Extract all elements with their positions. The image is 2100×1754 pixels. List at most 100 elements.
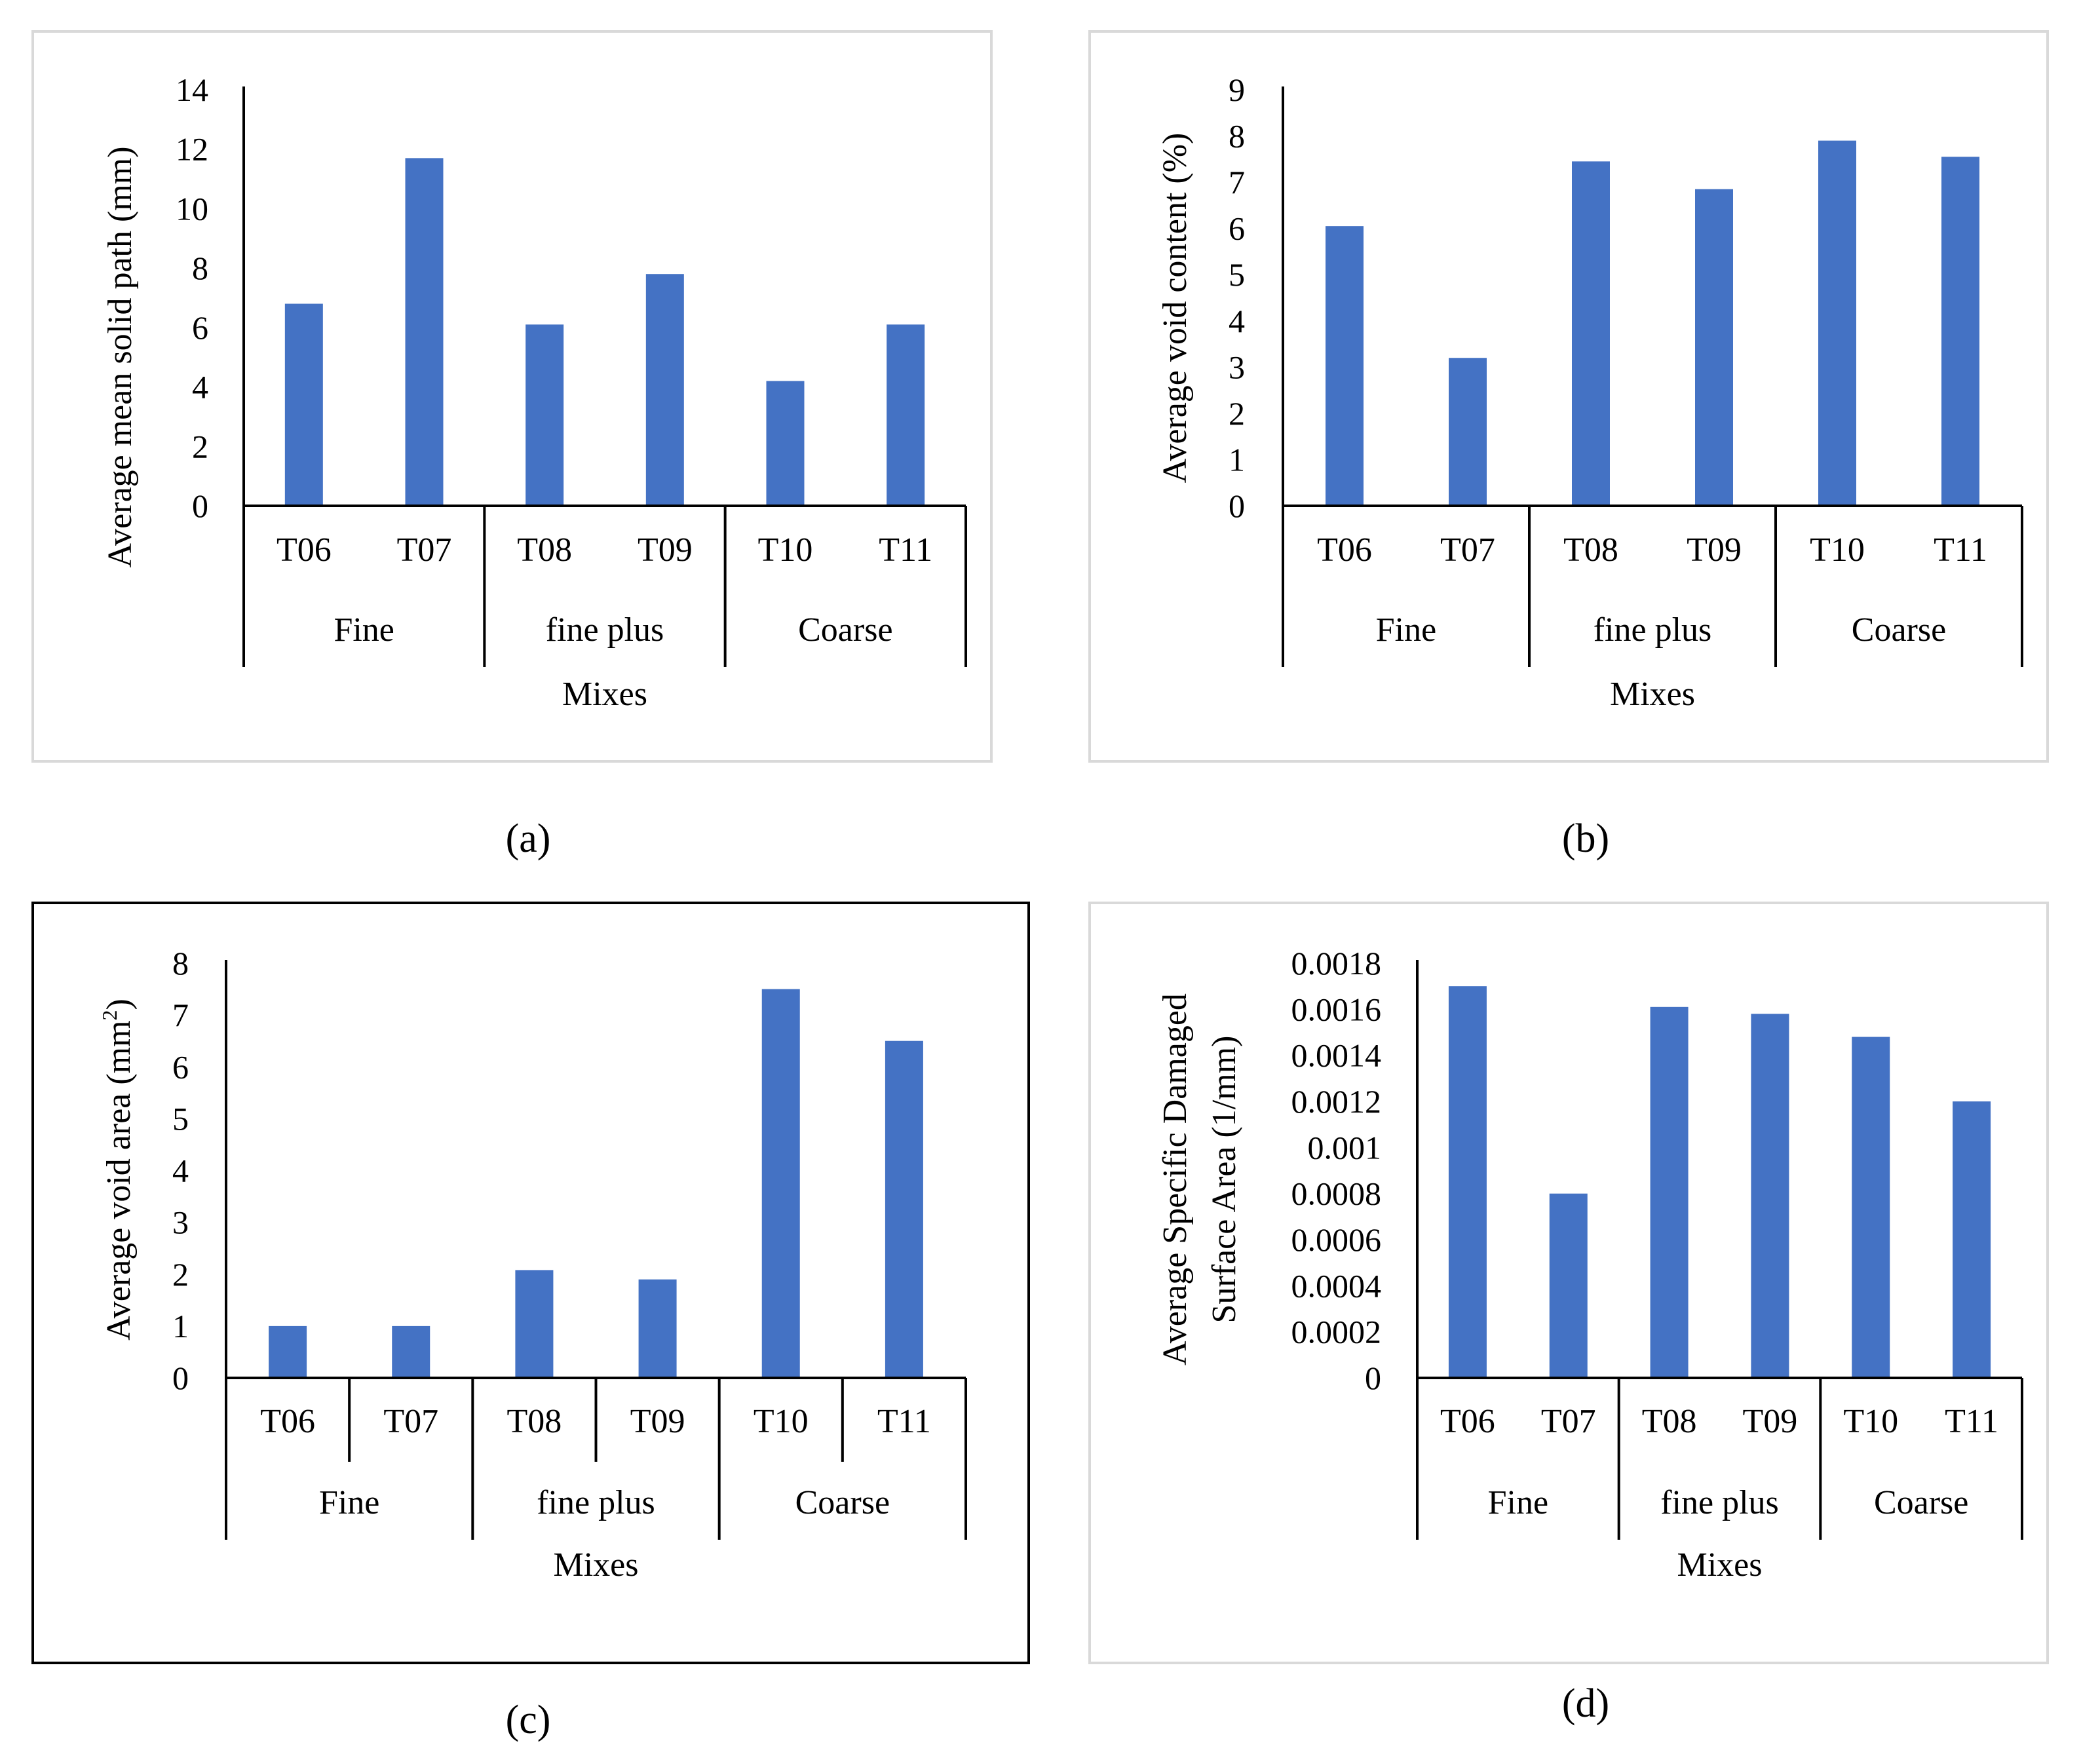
chart-a-ytick-label: 12 [176,131,208,168]
chart-c-y-axis-title-superscript: 2 [98,1010,121,1020]
chart-a-group-label: fine plus [546,611,664,649]
chart-c-ytick-label: 3 [172,1204,189,1241]
chart-a-x-axis-title: Mixes [562,676,647,713]
chart-c-ytick-label: 0 [172,1360,189,1396]
chart-d-bar-t11 [1953,1101,1991,1378]
chart-b: 0 1 2 3 4 5 6 7 8 9 T06 T07 T08 T09 T10 T11 Fine fine plu… [1088,30,2049,861]
chart-d: 0 0.0002 0.0004 0.0006 0.0008 0.001 0.0012 0.00… [1088,902,2049,1726]
chart-a-y-axis-title: Average mean solid path (mm) [102,146,139,567]
chart-a-bar-t07 [405,158,444,506]
chart-d-y-axis-title-line: Average Specific Damaged [1156,993,1194,1365]
chart-a-bar-t06 [284,303,323,506]
chart-c: 0 1 2 3 4 5 6 7 8 T06 T07 T08 T09 T10 T11 Fine fine plus… [31,902,1030,1742]
chart-c-ytick-label: 6 [172,1048,189,1085]
chart-c-group-label: Coarse [795,1484,890,1521]
chart-b-ytick-label: 5 [1229,256,1245,293]
chart-d-bar-t09 [1751,1014,1789,1378]
chart-d-category-label: T11 [1945,1403,1998,1440]
chart-a-ytick-label: 6 [192,309,208,346]
chart-c-ytick-label: 7 [172,997,189,1033]
chart-d-group-label: fine plus [1660,1484,1779,1521]
chart-d-ytick-label: 0.001 [1308,1129,1382,1166]
chart-b-ytick-label: 0 [1229,487,1245,524]
chart-d-bar-t06 [1448,986,1487,1378]
chart-c-ytick-label: 1 [172,1308,189,1344]
chart-a-ytick-label: 10 [176,190,208,227]
chart-b-caption: (b) [1562,816,1609,861]
chart-b-category-label: T11 [1934,531,1987,569]
chart-d-ytick-label: 0.0006 [1291,1221,1382,1258]
chart-b-group-label: Coarse [1852,611,1946,649]
chart-c-bar-t08 [515,1270,554,1378]
chart-b-y-axis-title: Average void content (%) [1156,133,1194,484]
chart-d-x-axis-title: Mixes [1677,1546,1763,1584]
chart-c-bar-t09 [638,1279,677,1378]
chart-a-category-label: T06 [277,531,332,569]
chart-c-category-label: T07 [383,1403,438,1440]
chart-d-category-label: T07 [1541,1403,1596,1440]
chart-c-category-label: T10 [754,1403,809,1440]
chart-a-bar-t09 [645,274,684,506]
chart-d-ytick-label: 0.0012 [1291,1083,1382,1120]
chart-a-frame [31,30,993,763]
chart-a-bar-t11 [887,324,925,506]
chart-d-ytick-label: 0.0004 [1291,1267,1382,1304]
chart-a: 0 2 4 6 8 10 12 14 T06 T07 T08 T09 T10 T11 Fine fine pl… [31,30,993,861]
chart-b-category-label: T10 [1810,531,1865,569]
chart-a-bar-t08 [525,324,564,506]
chart-c-group-label: fine plus [537,1484,655,1521]
chart-a-ytick-label: 14 [176,71,208,108]
chart-c-ytick-label: 8 [172,945,189,982]
chart-c-category-label: T09 [630,1403,685,1440]
chart-a-ytick-label: 0 [192,487,208,524]
chart-b-bar-t07 [1449,358,1487,506]
chart-d-caption: (d) [1562,1681,1609,1726]
chart-a-ytick-label: 8 [192,250,208,286]
chart-d-ytick-label: 0.0014 [1291,1037,1382,1074]
chart-c-ytick-label: 2 [172,1256,189,1293]
chart-d-group-label: Coarse [1874,1484,1968,1521]
chart-d-category-label: T10 [1843,1403,1898,1440]
chart-c-ytick-label: 5 [172,1100,189,1137]
chart-a-bar-t10 [766,381,805,506]
chart-b-frame [1088,30,2049,763]
chart-b-bar-t11 [1941,157,1979,506]
chart-d-group-label: Fine [1488,1484,1548,1521]
chart-d-category-label: T09 [1743,1403,1798,1440]
chart-b-ytick-label: 7 [1229,164,1245,200]
chart-c-ytick-label: 4 [172,1153,189,1189]
chart-c-bar-t10 [761,989,800,1378]
chart-c-category-label: T11 [877,1403,931,1440]
chart-b-bar-t08 [1572,161,1610,506]
chart-c-bar-t06 [269,1325,307,1378]
chart-d-ytick-label: 0.0002 [1291,1314,1382,1350]
chart-a-category-label: T09 [638,531,693,569]
chart-c-y-axis-title-tail: ) [100,999,138,1010]
chart-d-ytick-label: 0.0016 [1291,991,1382,1027]
chart-c-category-label: T08 [507,1403,562,1440]
chart-b-category-label: T06 [1317,531,1372,569]
chart-d-ytick-label: 0.0018 [1291,945,1382,982]
chart-b-ytick-label: 6 [1229,210,1245,247]
chart-d-bar-t10 [1852,1037,1890,1378]
chart-a-category-label: T11 [879,531,932,569]
chart-b-category-label: T08 [1563,531,1618,569]
chart-b-ytick-label: 8 [1229,118,1245,155]
chart-c-frame [31,902,1030,1664]
chart-c-caption: (c) [506,1698,551,1742]
chart-b-ytick-label: 1 [1229,441,1245,478]
chart-b-group-label: Fine [1376,611,1436,649]
chart-d-y-axis-title-line: Surface Area (1/mm) [1206,1036,1243,1324]
chart-d-category-label: T08 [1642,1403,1697,1440]
chart-b-ytick-label: 9 [1229,71,1245,108]
chart-a-category-label: T10 [758,531,813,569]
chart-d-bar-t07 [1549,1193,1588,1378]
chart-a-group-label: Coarse [798,611,892,649]
chart-c-category-label: T06 [260,1403,315,1440]
chart-b-ytick-label: 3 [1229,349,1245,385]
chart-a-ytick-label: 2 [192,428,208,465]
chart-c-group-label: Fine [319,1484,379,1521]
chart-b-bar-t10 [1818,140,1856,506]
chart-c-y-axis-title-main: Average void area (mm [100,1020,138,1340]
